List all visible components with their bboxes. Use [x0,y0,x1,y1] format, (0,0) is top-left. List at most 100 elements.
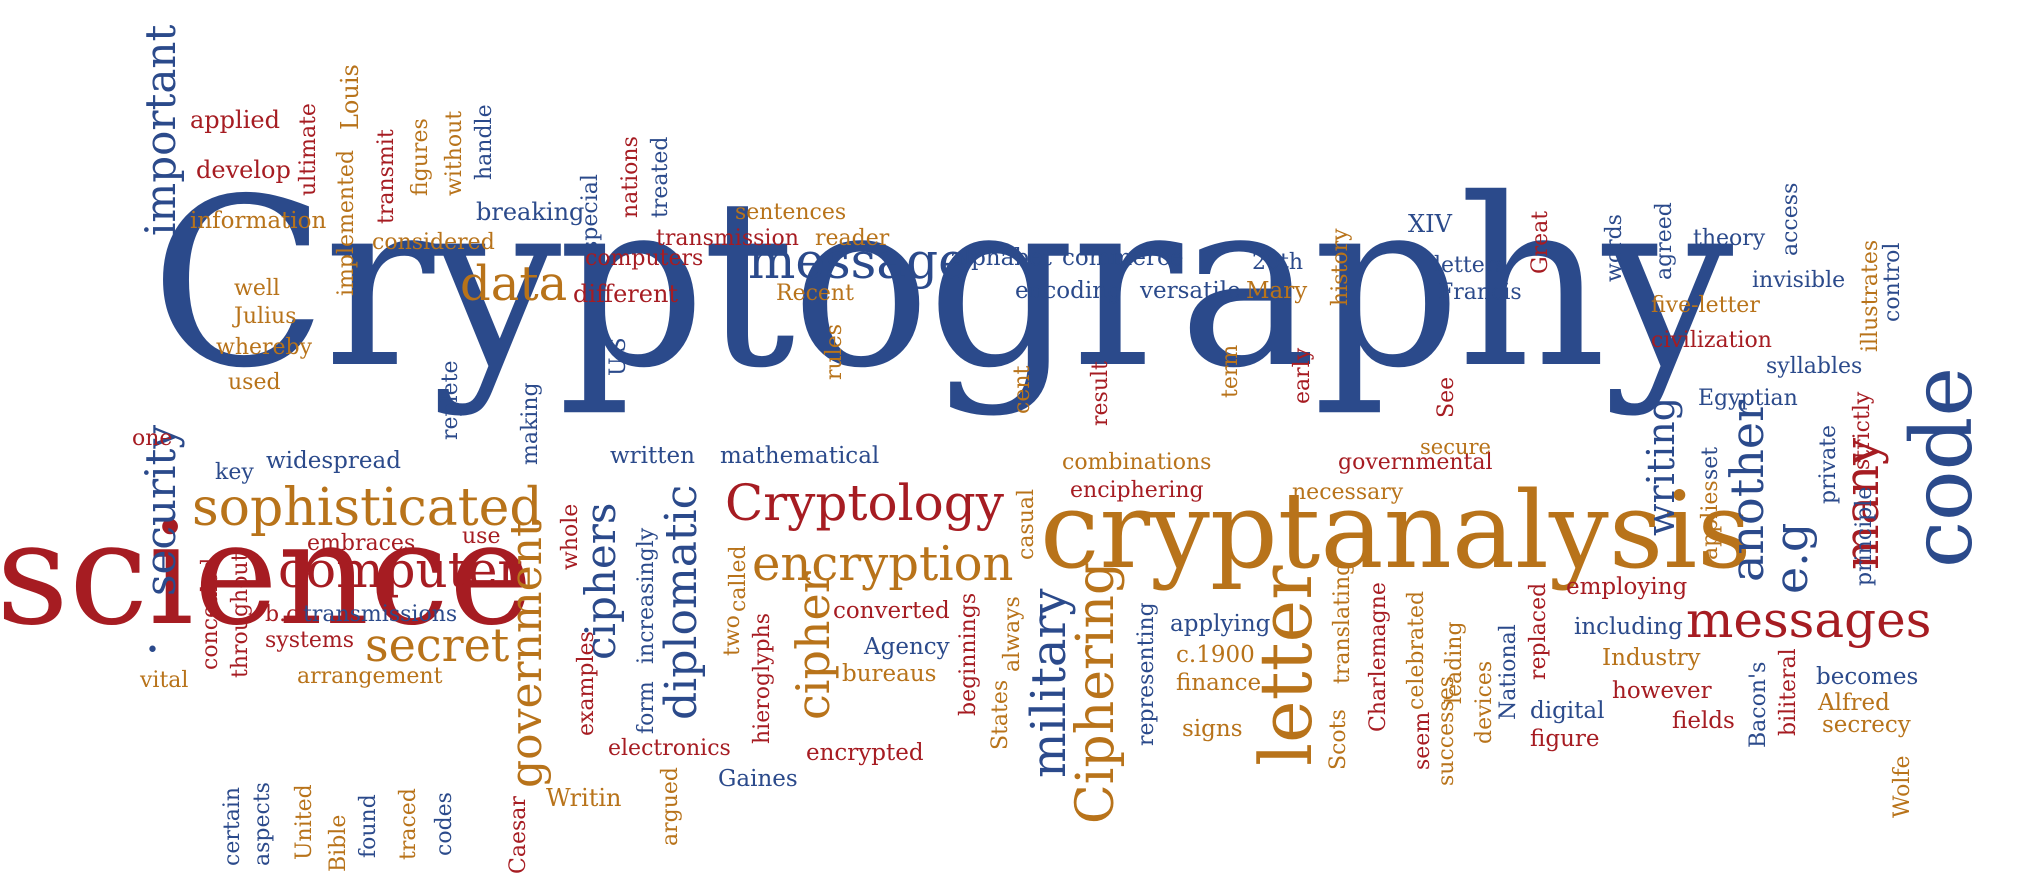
word-agency: Agency [864,634,950,660]
word-argued: argued [658,767,683,846]
word-agreed: agreed [1652,202,1677,280]
word-biliteral: biliteral [1776,648,1801,736]
word-implemented: implemented [334,149,359,296]
word-considered: considered [372,230,495,255]
word-invisible: invisible [1752,268,1846,293]
word-finance: finance [1176,670,1262,696]
word-aspects: aspects [250,782,275,866]
word-mary: Mary [1246,278,1308,304]
word-theory: theory [1693,226,1766,251]
word-see: See [1434,376,1459,418]
word-different: different [573,280,679,308]
word-message: message [748,232,968,290]
word-civilization: civilization [1651,328,1772,353]
word-transmission: transmission [656,226,799,251]
word-cryptography: Cryptography [150,149,1734,419]
word-access: access [1778,182,1803,256]
word-sophisticated: sophisticated [192,478,543,538]
word-computer: computer [278,541,522,599]
word-set: set [1698,446,1723,480]
word-electronics: electronics [608,736,731,761]
word-transmissions: transmissions [303,602,458,627]
word-special: special [578,174,603,252]
word-letter: letter [1244,565,1328,766]
word-private: private [1816,424,1841,504]
word-examples: examples [574,631,599,736]
word-applied: applied [190,106,280,134]
word-replaced: replaced [1526,582,1551,680]
word-bacons: Bacon's [1746,661,1771,748]
word-certain: certain [220,786,245,866]
word-states: States [988,679,1013,750]
word-called: called [726,545,751,612]
word-charlemagne: Charlemagne [1366,582,1391,732]
word-history: history [1328,228,1353,306]
word-however: however [1612,678,1712,704]
word-result: result [1088,361,1113,426]
word-necessary: necessary [1292,480,1404,505]
word-whereby: whereby [216,335,313,360]
word-leading: leading [1442,621,1467,704]
word-encoding: encoding [1015,278,1122,304]
word-francis: Francis [1438,280,1522,305]
word-codes: codes [432,792,457,856]
word-converted: converted [833,598,950,624]
word-united: United [292,784,317,860]
word-figure: figure [1530,726,1600,752]
word-figures: figures [408,118,433,196]
word-c1900: c.1900 [1176,642,1255,668]
word-without: without [442,110,467,196]
word-industry: Industry [1602,645,1701,671]
word-messages: messages [1686,591,1932,649]
word-computers: computers [585,246,704,271]
word-alfred: Alfred [1818,690,1890,716]
word-key: key [215,460,254,485]
word-cipher: cipher [786,571,840,720]
word-nations: nations [618,136,643,218]
word-bureaus: bureaus [842,661,937,687]
word-bible: Bible [326,814,351,872]
word-two: two [720,615,745,656]
word-beginnings: beginnings [956,592,981,716]
word-cryptanalysis: cryptanalysis [1040,469,1752,592]
word-data: data [460,256,568,312]
word-reader: reader [815,226,890,251]
word-term: term [1218,344,1243,398]
word-applying: applying [1170,611,1271,637]
word-translating: translating [1330,561,1355,684]
word-systems: systems [265,628,355,653]
word-applies: applies [1698,480,1723,560]
word-secret: secret [365,618,510,672]
word-casual: casual [1014,488,1039,560]
word-always: always [1000,596,1025,672]
word-form: form [634,681,659,734]
word-secure: secure [1420,435,1491,459]
word-cent: cent [1010,365,1035,414]
word-representing: representing [1134,602,1159,746]
word-government: government [501,519,552,788]
word-versatile: versatile [1140,278,1241,304]
word-strictly: strictly [1850,391,1875,470]
word-transmit: transmit [374,129,399,224]
word-one: one [132,426,173,451]
word-important: important [136,24,185,236]
word-replete: replete [438,360,463,440]
word-rules: rules [822,323,847,380]
word-bc: b.c [265,602,299,627]
word-concealed: concealed [198,557,223,670]
word-science: science [0,492,533,657]
word-arrangement: arrangement [297,664,443,689]
word-wolfe: Wolfe [1890,755,1915,818]
word-egyptian: Egyptian [1698,386,1798,411]
word-seem: seem [1410,711,1435,770]
word-treated: treated [648,136,673,218]
word-scots: Scots [1326,709,1351,770]
word-written: written [610,443,695,469]
word-increasingly: increasingly [634,527,659,664]
word-early: early [1290,347,1315,404]
word-develop: develop [196,156,291,184]
word-writing: writing [1639,396,1683,536]
word-becomes: becomes [1816,664,1919,690]
word-principle: principle [1852,486,1877,586]
